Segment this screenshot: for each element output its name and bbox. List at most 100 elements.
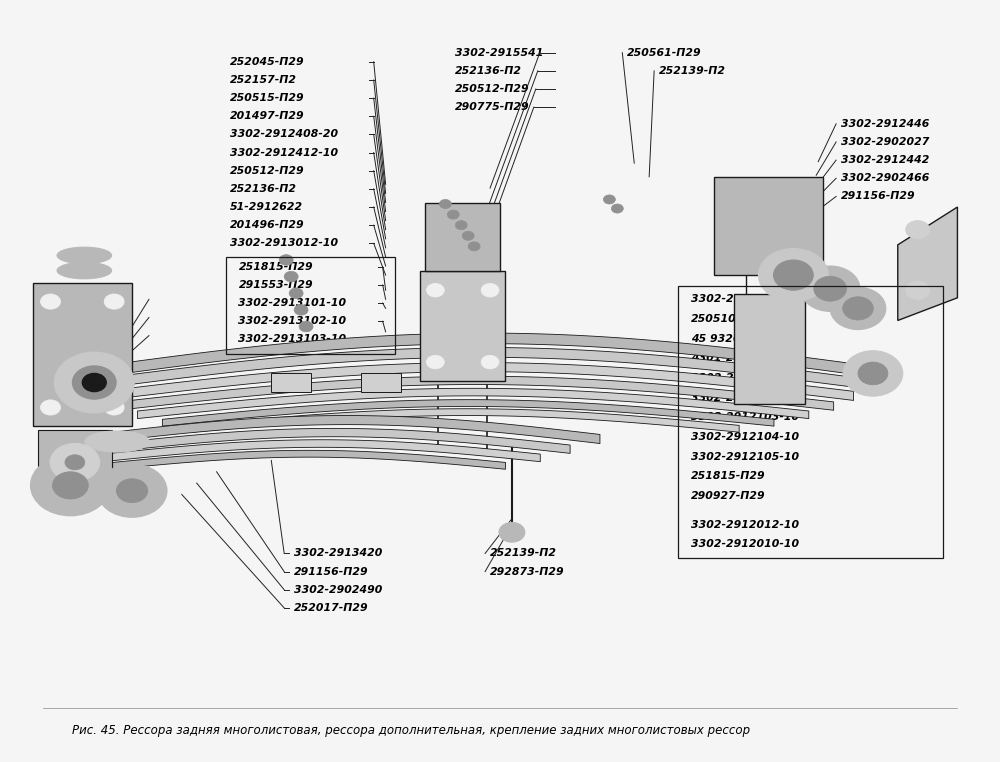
Circle shape [104,294,124,309]
Text: 3302-2912408-20: 3302-2912408-20 [230,130,338,139]
Text: 292873-П29: 292873-П29 [490,567,565,577]
Circle shape [455,221,467,229]
Text: 3302-2902027: 3302-2902027 [841,137,929,147]
FancyBboxPatch shape [33,283,132,427]
Text: 252139-П2: 252139-П2 [659,66,726,76]
Circle shape [830,287,886,329]
Text: 45 9326 6056: 45 9326 6056 [691,334,775,344]
Text: 3302-2913102-10: 3302-2913102-10 [238,316,347,326]
Circle shape [284,271,298,282]
Circle shape [447,210,459,219]
Text: 3302-2912012-10: 3302-2912012-10 [691,520,799,530]
Circle shape [52,472,88,499]
Text: 3302-2902101-10: 3302-2902101-10 [691,373,799,383]
Circle shape [906,221,930,239]
Text: 250512-П29: 250512-П29 [230,165,304,176]
Circle shape [462,231,474,240]
Circle shape [814,277,847,301]
Text: 3302-2912010-10: 3302-2912010-10 [691,539,799,549]
Circle shape [843,351,903,396]
Text: 3302-2912103-10: 3302-2912103-10 [691,412,799,422]
Circle shape [279,255,293,265]
Text: 3302-2912105-10: 3302-2912105-10 [691,452,799,462]
Text: 252136-П2: 252136-П2 [455,66,522,76]
Circle shape [50,443,100,482]
Circle shape [299,322,313,331]
Circle shape [439,200,451,209]
Text: 45 9563 1253: 45 9563 1253 [45,294,128,304]
FancyBboxPatch shape [714,177,823,275]
Text: 3302-2912412-10: 3302-2912412-10 [230,148,338,158]
Text: 3302-2912446: 3302-2912446 [841,119,929,129]
Circle shape [800,266,860,312]
Circle shape [499,523,525,542]
Text: 3302-2902490: 3302-2902490 [294,584,383,595]
Text: 250515-П29: 250515-П29 [230,93,304,103]
Circle shape [481,283,499,297]
FancyBboxPatch shape [38,431,112,495]
Text: 3302-2902027: 3302-2902027 [691,294,779,304]
Circle shape [104,400,124,415]
Circle shape [294,305,308,315]
Text: 4301-2902068: 4301-2902068 [691,354,779,363]
Circle shape [41,294,60,309]
Ellipse shape [57,262,112,279]
Text: Рис. 45. Рессора задняя многолистовая, рессора дополнительная, крепление задних : Рис. 45. Рессора задняя многолистовая, р… [72,724,751,737]
Text: 250561-П29: 250561-П29 [627,48,702,58]
Circle shape [31,455,110,516]
Text: 252139-П2: 252139-П2 [490,549,557,559]
Text: 290775-П29: 290775-П29 [455,102,530,112]
Text: 3302-2902102-10: 3302-2902102-10 [691,392,799,402]
Circle shape [289,288,303,299]
FancyBboxPatch shape [425,203,500,271]
Text: 251815-П29: 251815-П29 [238,262,313,272]
Circle shape [603,195,615,204]
Text: 252017-П29: 252017-П29 [294,603,369,613]
Polygon shape [898,207,957,321]
Circle shape [759,248,828,302]
FancyBboxPatch shape [420,271,505,381]
Text: 251815-П29: 251815-П29 [691,472,766,482]
Text: 291156-П29: 291156-П29 [841,191,916,201]
Circle shape [843,296,873,320]
Text: 3302-2902466: 3302-2902466 [841,173,929,184]
Circle shape [426,283,444,297]
Text: 291156-П29: 291156-П29 [294,567,369,577]
FancyBboxPatch shape [734,294,805,404]
Text: 3302-2912442: 3302-2912442 [841,155,929,165]
Text: 52-2913428: 52-2913428 [45,312,118,322]
Text: 252157-П2: 252157-П2 [230,75,297,85]
Text: 3302-2913103-10: 3302-2913103-10 [238,335,347,344]
Circle shape [97,464,167,517]
Text: 3302-2912104-10: 3302-2912104-10 [691,432,799,442]
Text: 250512-П29: 250512-П29 [455,84,530,94]
Text: 290927-П29: 290927-П29 [691,491,766,501]
Text: 3302-2913012-10: 3302-2913012-10 [230,239,338,248]
Circle shape [773,260,813,290]
Circle shape [858,362,888,385]
Circle shape [906,281,930,299]
Text: 201497-П29: 201497-П29 [230,111,304,121]
Ellipse shape [85,431,149,452]
Circle shape [481,355,499,369]
Text: 252136-П2: 252136-П2 [230,184,297,194]
Circle shape [54,352,134,413]
FancyBboxPatch shape [271,373,311,392]
Circle shape [468,242,480,251]
Circle shape [65,455,85,470]
Text: 291553-П29: 291553-П29 [238,280,313,290]
Text: 201496-П29: 201496-П29 [230,220,304,230]
Ellipse shape [57,247,112,264]
Circle shape [116,479,148,503]
Text: 3302-2913101-10: 3302-2913101-10 [238,298,347,308]
Text: 51-2912622: 51-2912622 [230,202,303,212]
Text: 252045-П29: 252045-П29 [230,57,304,67]
Circle shape [72,366,116,399]
Text: 250561-П29: 250561-П29 [45,331,119,341]
Circle shape [611,204,623,213]
Circle shape [41,400,60,415]
Text: 3302-2913420: 3302-2913420 [294,549,383,559]
Circle shape [82,373,106,392]
Circle shape [426,355,444,369]
Text: 250510-П2: 250510-П2 [691,314,758,324]
